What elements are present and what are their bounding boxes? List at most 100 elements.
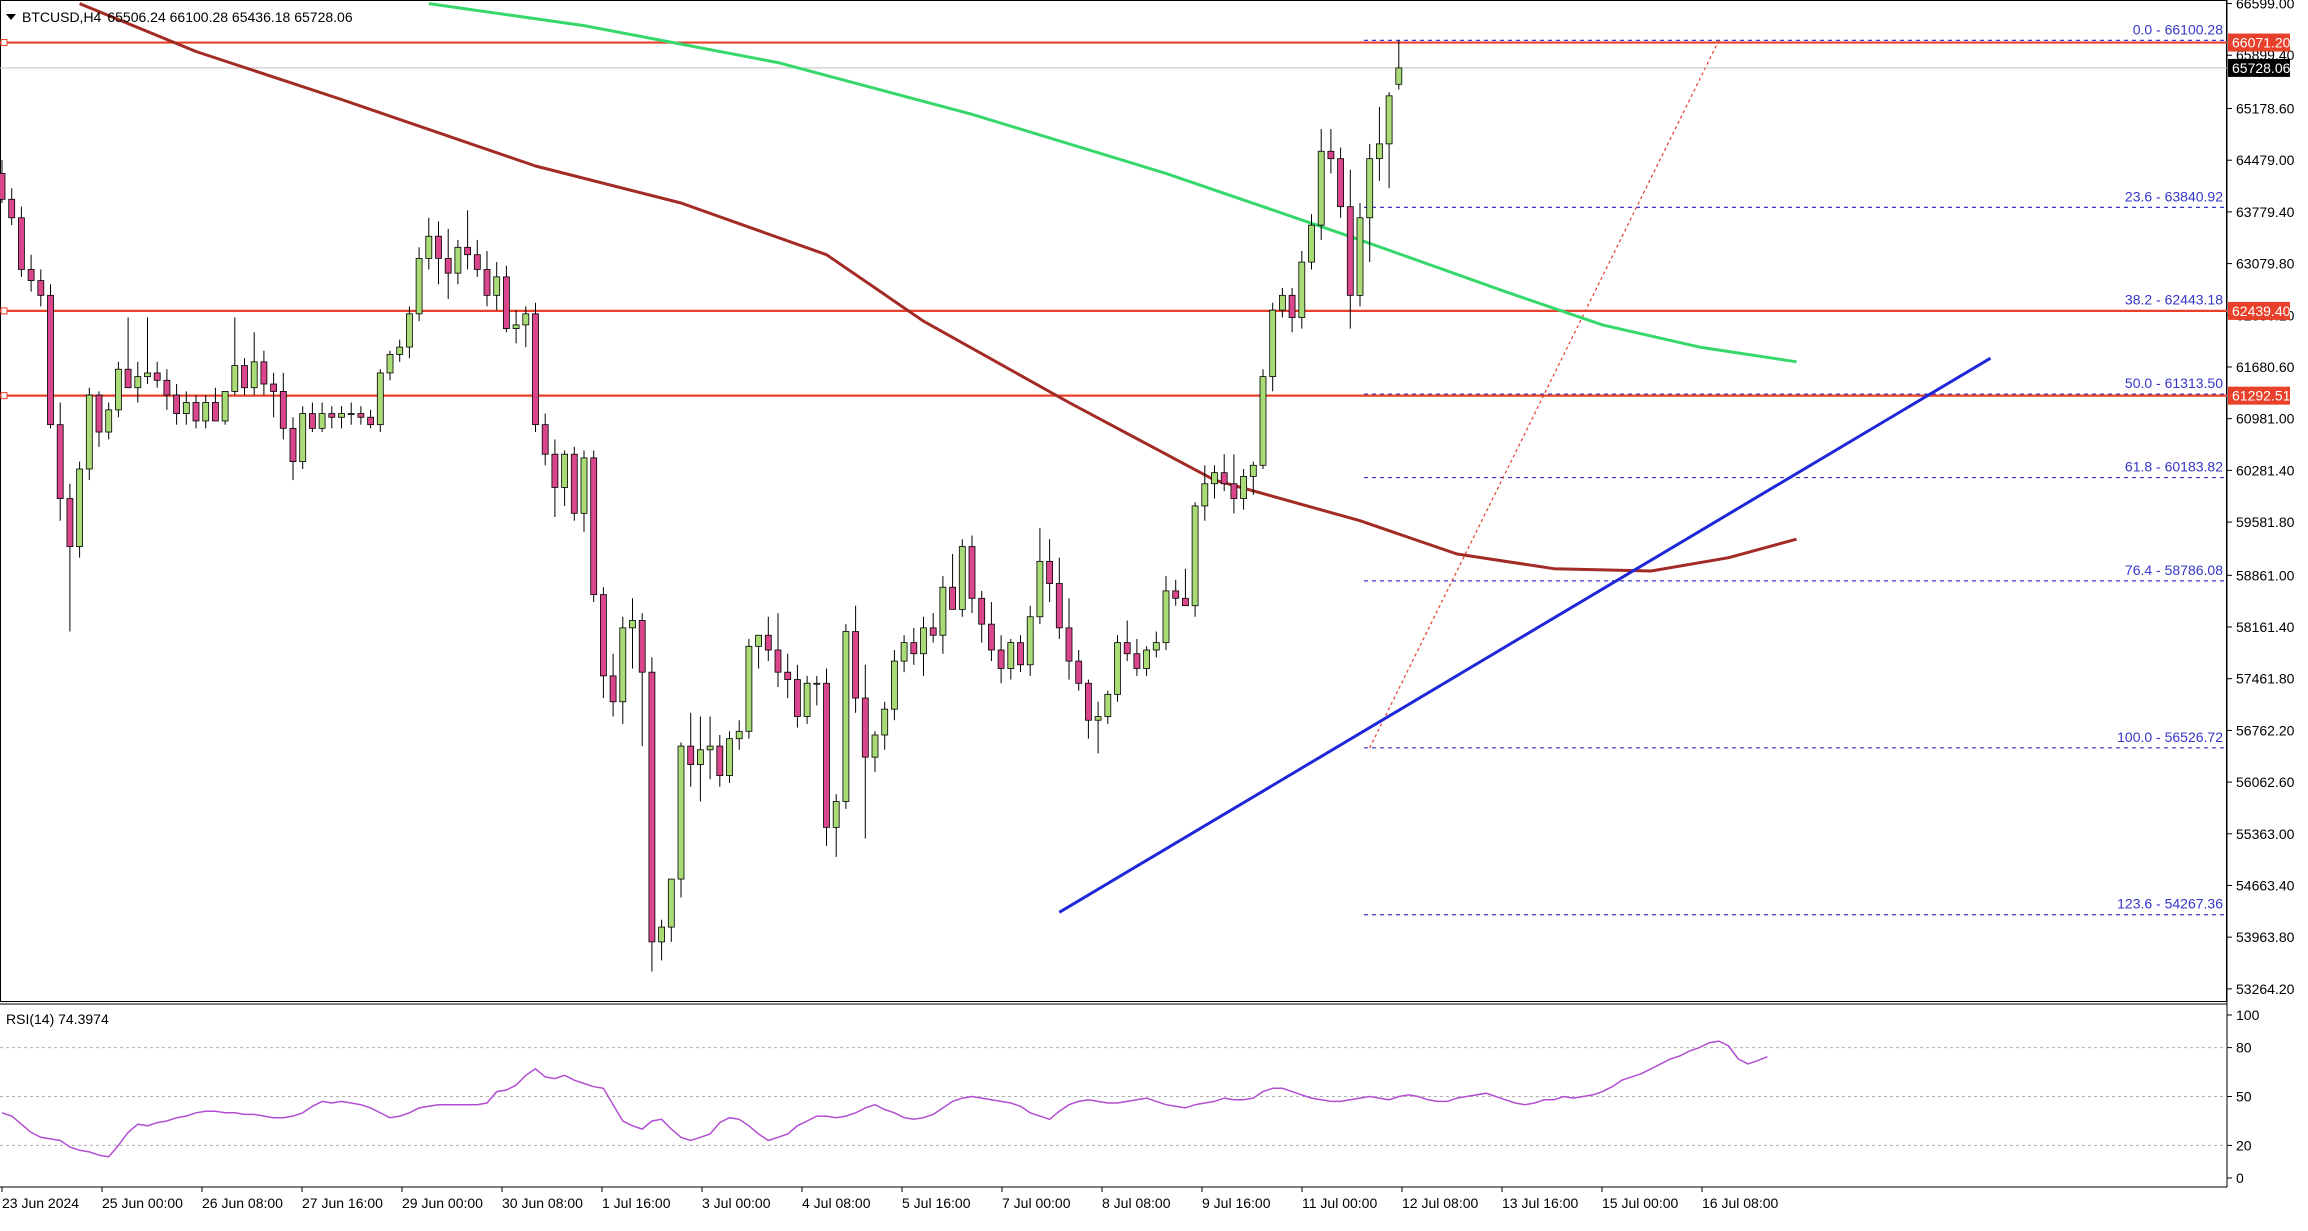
candle-bull bbox=[512, 324, 520, 329]
candle-bull bbox=[1269, 309, 1277, 378]
price-tag-label: 66071.20 bbox=[2232, 35, 2291, 51]
candle-bull bbox=[493, 276, 501, 296]
candle-bull bbox=[1385, 95, 1393, 145]
fib-level-label: 50.0 - 61313.50 bbox=[2125, 375, 2223, 391]
time-tick-label: 7 Jul 00:00 bbox=[1002, 1195, 1071, 1211]
ohlc-values: 65506.24 66100.28 65436.18 65728.06 bbox=[107, 9, 352, 25]
candle-bull bbox=[396, 346, 404, 355]
candle-bear bbox=[852, 631, 859, 699]
candle-bull bbox=[1279, 294, 1286, 311]
time-tick-label: 8 Jul 08:00 bbox=[1102, 1195, 1171, 1211]
candle-bear bbox=[997, 649, 1005, 669]
candle-bear bbox=[609, 675, 617, 703]
candle-bull bbox=[115, 368, 122, 411]
candle-bull bbox=[231, 365, 239, 392]
candle-bear bbox=[1172, 590, 1180, 599]
candle-bull bbox=[202, 402, 210, 422]
candle-bull bbox=[726, 738, 733, 777]
candle-bear bbox=[1123, 642, 1131, 655]
candle-bear bbox=[367, 416, 375, 426]
candle-bear bbox=[0, 173, 6, 200]
candle-bear bbox=[1055, 583, 1063, 629]
candle-bull bbox=[454, 246, 462, 274]
candle-bear bbox=[270, 383, 278, 392]
candle-bear bbox=[1017, 642, 1024, 666]
current-price-tag-label: 65728.06 bbox=[2232, 60, 2291, 76]
candle-bear bbox=[464, 246, 472, 256]
candle-bear bbox=[47, 294, 54, 426]
candle-bull bbox=[1114, 642, 1121, 695]
bullish-trendline bbox=[1058, 356, 1992, 914]
candle-bear bbox=[1230, 483, 1238, 499]
price-tick-label: 57461.80 bbox=[2236, 671, 2295, 687]
candle-bull bbox=[1026, 616, 1034, 666]
candle-bull bbox=[250, 361, 258, 389]
candle-bear bbox=[532, 313, 539, 426]
fib-level-label: 38.2 - 62443.18 bbox=[2125, 292, 2223, 308]
symbol-label: BTCUSD,H4 65506.24 66100.28 65436.18 6572… bbox=[22, 9, 353, 25]
price-tick-label: 64479.00 bbox=[2236, 152, 2295, 168]
rsi-tick-label: 100 bbox=[2236, 1007, 2260, 1023]
price-tick-label: 58161.40 bbox=[2236, 619, 2295, 635]
candle-bull bbox=[1036, 560, 1044, 618]
line-anchor-handle bbox=[0, 392, 8, 400]
candle-bear bbox=[716, 745, 724, 777]
candle-bull bbox=[318, 413, 326, 429]
candle-bull bbox=[920, 627, 927, 655]
horizontal-resistance-lines[interactable] bbox=[0, 39, 2227, 400]
candle-bear bbox=[1327, 150, 1335, 160]
candle-bear bbox=[56, 424, 64, 499]
candle-bear bbox=[794, 679, 801, 717]
price-axis[interactable]: 66599.0065899.4065178.6064479.0063779.40… bbox=[2227, 0, 2295, 997]
candle-bear bbox=[27, 269, 35, 281]
candle-bull bbox=[1201, 483, 1209, 507]
candle-bull bbox=[415, 258, 423, 315]
candle-bull bbox=[813, 682, 821, 685]
rsi-title: RSI(14) 74.3974 bbox=[6, 1011, 109, 1027]
triangle-down-icon[interactable] bbox=[6, 14, 16, 20]
candle-bear bbox=[328, 413, 336, 418]
candle-bull bbox=[1298, 261, 1306, 318]
candle-bear bbox=[687, 745, 695, 765]
price-tick-label: 54663.40 bbox=[2236, 877, 2295, 893]
candle-bull bbox=[1143, 649, 1150, 669]
fib-level-label: 123.6 - 54267.36 bbox=[2117, 896, 2223, 912]
candle-bull bbox=[1104, 693, 1112, 717]
price-tick-label: 53963.80 bbox=[2236, 929, 2295, 945]
time-tick-label: 5 Jul 16:00 bbox=[902, 1195, 971, 1211]
price-tick-label: 56762.20 bbox=[2236, 722, 2295, 738]
candle-bull bbox=[1007, 642, 1015, 669]
price-tag-bg bbox=[2228, 386, 2290, 405]
candle-bull bbox=[958, 546, 966, 610]
candle-bull bbox=[706, 745, 714, 751]
candle-bull bbox=[338, 413, 345, 418]
price-tick-label: 53264.20 bbox=[2236, 981, 2295, 997]
current-price-tag-bg bbox=[2228, 58, 2290, 77]
time-tick-label: 25 Jun 00:00 bbox=[102, 1195, 183, 1211]
price-tick-label: 60981.00 bbox=[2236, 411, 2295, 427]
price-tick-label: 59581.80 bbox=[2236, 514, 2295, 530]
moving-average-fast bbox=[79, 2, 1797, 573]
time-axis[interactable]: 23 Jun 2024 25 Jun 00:00 26 Jun 08:00 27 Ju… bbox=[1, 1187, 1778, 1211]
fibonacci-retracement[interactable]: 0.0 - 66100.28 23.6 - 63840.92 38.2 - 6244… bbox=[1364, 21, 2225, 916]
fib-level-label: 76.4 - 58786.08 bbox=[2125, 562, 2223, 578]
candle-bear bbox=[289, 427, 297, 462]
candle-bull bbox=[376, 372, 384, 426]
candle-bear bbox=[823, 682, 830, 828]
candle-bull bbox=[1162, 590, 1170, 644]
candle-bull bbox=[405, 313, 413, 348]
candle-bear bbox=[600, 594, 607, 677]
candle-bear bbox=[173, 394, 181, 414]
trendline-layer[interactable] bbox=[1058, 356, 1992, 914]
candle-bear bbox=[551, 453, 559, 488]
price-tick-label: 60281.40 bbox=[2236, 462, 2295, 478]
time-tick-label: 26 Jun 08:00 bbox=[202, 1195, 283, 1211]
candle-bear bbox=[211, 402, 219, 422]
candle-bear bbox=[308, 413, 316, 429]
candle-bull bbox=[221, 391, 229, 422]
candle-bear bbox=[502, 276, 510, 329]
line-anchor-handle bbox=[0, 39, 8, 47]
